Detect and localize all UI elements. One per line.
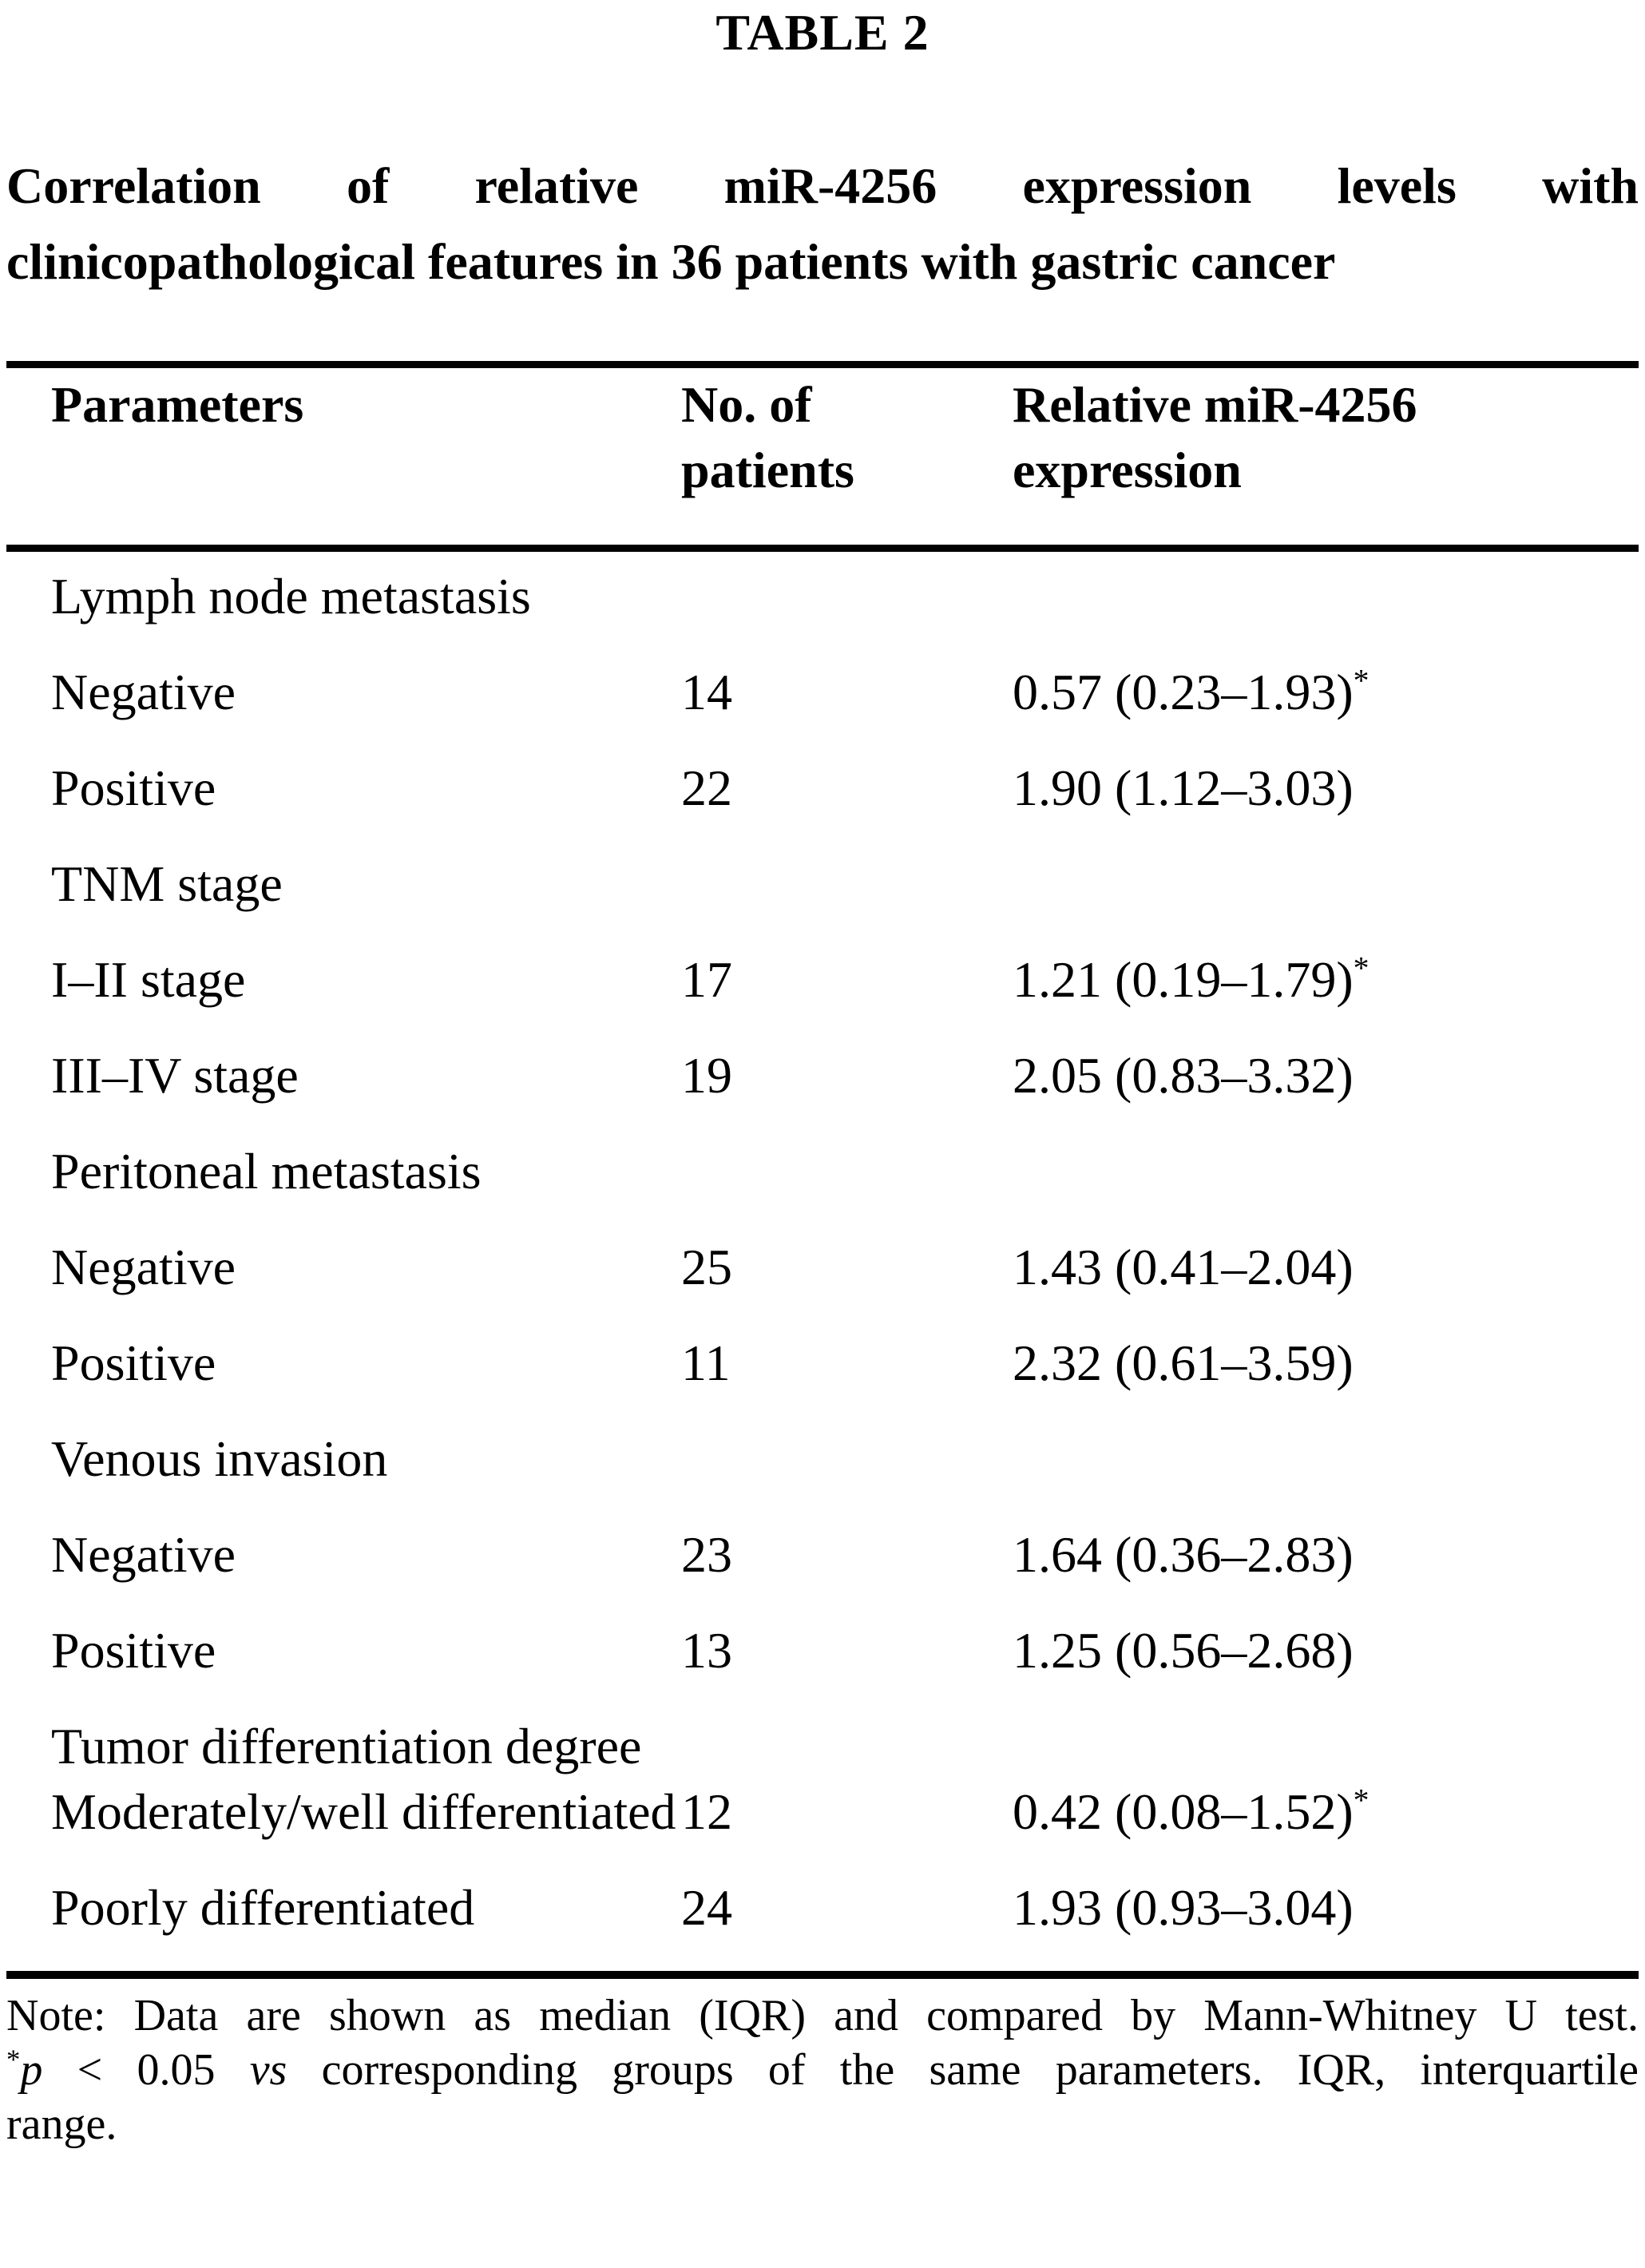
- table-group-row: Peritoneal metastasis: [6, 1139, 1639, 1204]
- patients-cell: 17: [681, 951, 732, 1008]
- expression-value: 1.64 (0.36–2.83): [1013, 1526, 1354, 1583]
- group-label: Venous invasion: [51, 1430, 388, 1487]
- expression-cell: 1.25 (0.56–2.68): [1013, 1618, 1639, 1683]
- table-group-row: Venous invasion: [6, 1426, 1639, 1492]
- table-title: Correlation of relative miR-4256 express…: [6, 148, 1639, 299]
- table-title-line2: clinicopathological features in 36 patie…: [6, 233, 1336, 290]
- column-header-patients: No. of patients: [681, 372, 1013, 503]
- significance-star: *: [1353, 950, 1370, 986]
- significance-star: *: [1353, 1782, 1370, 1818]
- table-rule-under-header: [6, 545, 1639, 552]
- note-vs-italic: vs: [249, 2045, 287, 2095]
- note-line1: Note: Data are shown as median (IQR) and…: [6, 1991, 1639, 2040]
- expression-value: 2.05 (0.83–3.32): [1013, 1047, 1354, 1104]
- param-cell: Poorly differentiated: [51, 1879, 475, 1936]
- patients-cell: 19: [681, 1047, 732, 1104]
- patients-cell: 24: [681, 1879, 732, 1936]
- patients-cell: 13: [681, 1622, 732, 1679]
- group-label: Lymph node metastasis: [51, 568, 531, 624]
- param-cell: Positive: [51, 1622, 216, 1679]
- column-header-expression-line2: expression: [1013, 442, 1242, 498]
- significance-star: *: [1353, 663, 1370, 699]
- table-rule-bottom: [6, 1971, 1639, 1979]
- expression-value: 1.21 (0.19–1.79): [1013, 951, 1354, 1008]
- expression-cell: 0.57 (0.23–1.93)*: [1013, 660, 1639, 725]
- expression-cell: 1.43 (0.41–2.04): [1013, 1235, 1639, 1300]
- column-header-expression: Relative miR-4256 expression: [1013, 372, 1639, 503]
- column-header-patients-line1: No. of: [681, 376, 812, 433]
- patients-cell: 23: [681, 1526, 732, 1583]
- expression-value: 1.90 (1.12–3.03): [1013, 759, 1354, 816]
- expression-value: 0.42 (0.08–1.52): [1013, 1783, 1354, 1840]
- table-row: Negative 14 0.57 (0.23–1.93)*: [6, 660, 1639, 725]
- table-row: Positive 11 2.32 (0.61–3.59): [6, 1330, 1639, 1396]
- group-label: Peritoneal metastasis: [51, 1143, 482, 1199]
- param-cell: III–IV stage: [51, 1047, 299, 1104]
- expression-cell: 1.90 (1.12–3.03): [1013, 755, 1639, 821]
- patients-cell: 25: [681, 1239, 732, 1295]
- expression-value: 0.57 (0.23–1.93): [1013, 664, 1354, 720]
- param-cell: Negative: [51, 664, 236, 720]
- column-header-expression-line1: Relative miR-4256: [1013, 376, 1417, 433]
- note-line2: *p < 0.05 vs corresponding groups of the…: [6, 2043, 1639, 2097]
- table-body: Lymph node metastasis Negative 14 0.57 (…: [6, 552, 1639, 1941]
- group-label: Tumor differentiation degree: [51, 1718, 642, 1774]
- patients-cell: 22: [681, 759, 732, 816]
- table-group-row: Tumor differentiation degree: [6, 1714, 1639, 1779]
- table-header-row: Parameters No. of patients Relative miR-…: [6, 372, 1639, 503]
- expression-value: 1.93 (0.93–3.04): [1013, 1879, 1354, 1936]
- expression-value: 1.25 (0.56–2.68): [1013, 1622, 1354, 1679]
- param-cell: I–II stage: [51, 951, 246, 1008]
- note-line3: range.: [6, 2099, 117, 2149]
- column-header-parameters: Parameters: [51, 376, 304, 433]
- table-row: Positive 13 1.25 (0.56–2.68): [6, 1618, 1639, 1683]
- table-rule-top: [6, 361, 1639, 368]
- note-rest-text: corresponding groups of the same paramet…: [287, 2045, 1639, 2095]
- group-label: TNM stage: [51, 855, 283, 912]
- patients-cell: 14: [681, 664, 732, 720]
- table-group-row: TNM stage: [6, 851, 1639, 917]
- expression-cell: 2.05 (0.83–3.32): [1013, 1043, 1639, 1108]
- table-note: Note: Data are shown as median (IQR) and…: [6, 1988, 1639, 2151]
- expression-value: 1.43 (0.41–2.04): [1013, 1239, 1354, 1295]
- param-cell: Negative: [51, 1239, 236, 1295]
- table-row: Moderately/well differentiated 12 0.42 (…: [6, 1779, 1639, 1845]
- table-row: Negative 23 1.64 (0.36–2.83): [6, 1522, 1639, 1588]
- param-cell: Positive: [51, 759, 216, 816]
- expression-value: 2.32 (0.61–3.59): [1013, 1334, 1354, 1391]
- param-cell: Positive: [51, 1334, 216, 1391]
- table-group-row: Lymph node metastasis: [6, 564, 1639, 629]
- expression-cell: 1.21 (0.19–1.79)*: [1013, 947, 1639, 1013]
- patients-cell: 12: [681, 1783, 732, 1840]
- expression-cell: 0.42 (0.08–1.52)*: [1013, 1779, 1639, 1845]
- table-row: III–IV stage 19 2.05 (0.83–3.32): [6, 1043, 1639, 1108]
- column-header-patients-line2: patients: [681, 442, 854, 498]
- table-row: I–II stage 17 1.21 (0.19–1.79)*: [6, 947, 1639, 1013]
- expression-cell: 1.64 (0.36–2.83): [1013, 1522, 1639, 1588]
- table-row: Negative 25 1.43 (0.41–2.04): [6, 1235, 1639, 1300]
- param-cell: Negative: [51, 1526, 236, 1583]
- param-cell: Moderately/well differentiated: [51, 1783, 676, 1840]
- table-title-line1: Correlation of relative miR-4256 express…: [6, 157, 1639, 214]
- note-p-italic: p: [20, 2045, 43, 2095]
- patients-cell: 11: [681, 1334, 731, 1391]
- table-row: Poorly differentiated 24 1.93 (0.93–3.04…: [6, 1875, 1639, 1941]
- note-significance-star: *: [6, 2044, 21, 2076]
- table-number-label: TABLE 2: [715, 4, 930, 61]
- table-row: Positive 22 1.90 (1.12–3.03): [6, 755, 1639, 821]
- expression-cell: 2.32 (0.61–3.59): [1013, 1330, 1639, 1396]
- expression-cell: 1.93 (0.93–3.04): [1013, 1875, 1639, 1941]
- note-pvalue-text: < 0.05: [42, 2045, 250, 2095]
